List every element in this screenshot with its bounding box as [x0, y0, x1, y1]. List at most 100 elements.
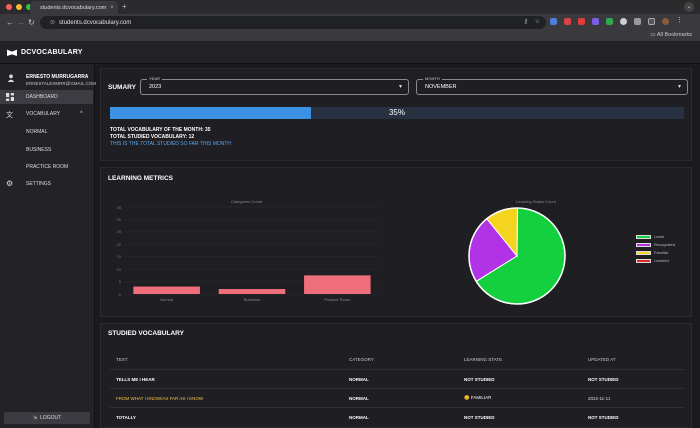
side-panel-icon[interactable]	[648, 18, 655, 25]
extensions-puzzle-icon[interactable]	[634, 18, 641, 25]
legend-label: Learned	[654, 258, 669, 263]
learning-states-pie-chart	[468, 207, 566, 305]
year-label: YEAR	[147, 76, 162, 81]
column-header-category[interactable]: CATEGORY	[349, 357, 374, 362]
translate-icon: 文	[6, 112, 13, 119]
address-bar[interactable]: ⊜ students.dcvocabulary.com ⚷ ☆	[40, 16, 546, 29]
window-controls	[6, 4, 32, 10]
browser-menu-icon[interactable]: ⋮	[676, 17, 683, 24]
maximize-window-button[interactable]	[26, 4, 32, 10]
user-profile: ERNESTO MURRUGARRA ERNESTALEXMRR@GMAIL.C…	[0, 70, 96, 92]
x-tick-label: Practice Room	[324, 297, 351, 302]
month-select[interactable]: MONTH NOVEMBER ▾	[416, 76, 688, 95]
app-logo[interactable]: DCVOCABULARY	[7, 48, 83, 56]
bookmarks-bar: ▭ All Bookmarks	[0, 31, 700, 42]
y-tick-label: 15	[116, 254, 121, 260]
extension-icon[interactable]	[550, 18, 557, 25]
legend-item-recognized[interactable]: Recognized	[636, 242, 675, 247]
summary-note: THIS IS THE TOTAL STUDIED SO FAR THIS MO…	[110, 141, 232, 147]
logout-icon: ⇲	[32, 415, 38, 421]
y-tick-label: 20	[116, 241, 121, 247]
legend-swatch	[636, 250, 651, 255]
sidebar: ERNESTO MURRUGARRA ERNESTALEXMRR@GMAIL.C…	[0, 64, 96, 428]
month-value: NOVEMBER	[425, 84, 457, 90]
row-text: TOTALLY	[116, 415, 136, 420]
minimize-window-button[interactable]	[16, 4, 22, 10]
extension-icon[interactable]	[564, 18, 571, 25]
sidebar-item-vocabulary[interactable]: 文 VOCABULARY ^	[0, 107, 93, 121]
chevron-down-icon: ▾	[677, 84, 681, 90]
extension-icon[interactable]	[620, 18, 627, 25]
sidebar-item-dashboard[interactable]: DASHBOARD	[0, 90, 93, 104]
back-icon[interactable]: ←	[6, 18, 14, 27]
table-divider	[110, 388, 684, 389]
chevron-up-icon: ^	[80, 111, 83, 117]
legend-label: Familiar	[654, 250, 669, 255]
metrics-title: LEARNING METRICS	[108, 175, 173, 182]
column-header-text[interactable]: TEXT	[116, 357, 128, 362]
logout-label: LOGOUT	[40, 415, 62, 421]
legend-swatch	[636, 242, 651, 247]
tab-close-icon[interactable]: ×	[110, 4, 114, 11]
user-name: ERNESTO MURRUGARRA	[26, 74, 89, 80]
sidebar-item-business[interactable]: BUSINESS	[0, 143, 93, 157]
browser-tab[interactable]: students.dcvocabulary.com ×	[30, 1, 118, 14]
year-select[interactable]: YEAR 2023 ▾	[140, 76, 409, 95]
dashboard-icon	[6, 93, 14, 101]
row-updated-at: NOT STUDIED	[588, 415, 619, 420]
sidebar-item-label: NORMAL	[26, 129, 48, 135]
forward-icon[interactable]: →	[17, 18, 25, 27]
row-category: NORMAL	[349, 377, 369, 382]
person-icon	[7, 74, 15, 82]
column-header-updated-at[interactable]: UPDATED AT	[588, 357, 616, 362]
legend-label: Recognized	[654, 242, 676, 247]
address-bar-url: students.dcvocabulary.com	[59, 20, 132, 26]
row-learning-state: 😊 FAMILIAR	[464, 395, 491, 401]
row-learning-state-label: FAMILIAR	[470, 395, 492, 400]
reload-icon[interactable]: ↻	[28, 18, 35, 27]
site-info-icon[interactable]: ⊜	[50, 20, 56, 26]
row-text: TELLS ME I HEAR	[116, 377, 155, 382]
x-tick-label: Normal	[160, 297, 174, 302]
sidebar-item-label: BUSINESS	[26, 147, 52, 153]
bar-chart-title: Categories Count	[231, 199, 263, 204]
extension-icon[interactable]	[578, 18, 585, 25]
y-tick-label: 0	[118, 291, 121, 297]
password-key-icon[interactable]: ⚷	[523, 19, 528, 25]
row-updated-at: NOT STUDIED	[588, 377, 619, 382]
sidebar-item-practice-room[interactable]: PRACTICE ROOM	[0, 160, 93, 174]
chevron-down-icon: ▾	[398, 84, 402, 90]
tab-title: students.dcvocabulary.com	[40, 4, 107, 11]
sidebar-item-label: SETTINGS	[26, 181, 52, 187]
y-tick-label: 35	[116, 204, 121, 210]
familiar-emoji-icon: 😊	[464, 395, 470, 400]
extension-icon[interactable]	[592, 18, 599, 25]
studied-vocabulary-title: STUDIED VOCABULARY	[108, 330, 184, 337]
studied-vocabulary-card: STUDIED VOCABULARY	[100, 323, 692, 428]
app-logo-text: DCVOCABULARY	[21, 48, 83, 56]
close-window-button[interactable]	[6, 4, 12, 10]
sidebar-item-settings[interactable]: ⚙ SETTINGS	[0, 177, 93, 191]
all-bookmarks-link[interactable]: ▭ All Bookmarks	[650, 32, 692, 38]
legend-item-familiar[interactable]: Familiar	[636, 250, 668, 255]
bookmark-star-icon[interactable]: ☆	[534, 19, 540, 25]
legend-item-learn[interactable]: Learn	[636, 234, 664, 239]
sidebar-item-label: PRACTICE ROOM	[26, 164, 69, 170]
sidebar-item-normal[interactable]: NORMAL	[0, 125, 93, 139]
row-learning-state: NOT STUDIED	[464, 415, 495, 420]
new-tab-button[interactable]: +	[122, 2, 127, 11]
browser-toolbar: ← → ↻ ⊜ students.dcvocabulary.com ⚷ ☆ ⋮	[0, 14, 700, 31]
row-category: NORMAL	[349, 415, 369, 420]
tab-search-button[interactable]: ⌄	[684, 2, 694, 12]
monthly-progress-bar: 35%	[110, 107, 684, 119]
month-label: MONTH	[423, 76, 442, 81]
profile-avatar-icon[interactable]	[662, 18, 669, 25]
extension-icon[interactable]	[606, 18, 613, 25]
logout-button[interactable]: ⇲ LOGOUT	[4, 412, 90, 424]
all-bookmarks-label: All Bookmarks	[656, 32, 692, 38]
row-learning-state: NOT STUDIED	[464, 377, 495, 382]
column-header-learning-state[interactable]: LEARNING STATE	[464, 357, 503, 362]
browser-tab-strip: students.dcvocabulary.com × + ⌄	[0, 0, 700, 14]
book-logo-icon	[7, 49, 17, 56]
legend-item-learned[interactable]: Learned	[636, 258, 669, 263]
